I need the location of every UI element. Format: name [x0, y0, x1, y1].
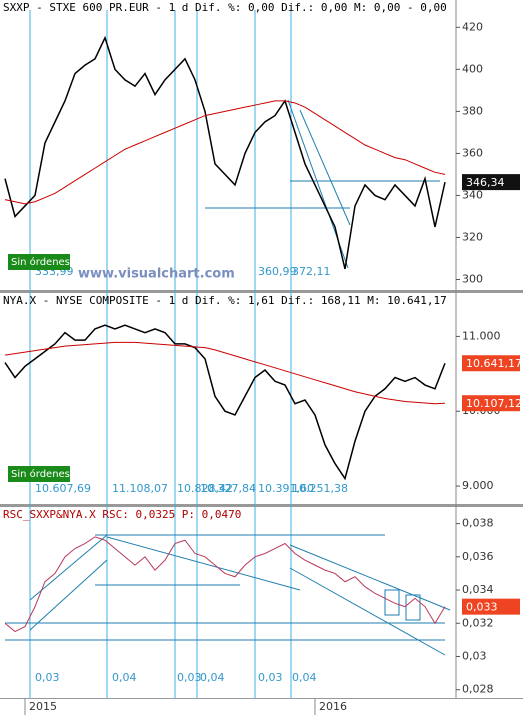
price-box [462, 395, 520, 412]
marker-label: 10.251,38 [292, 482, 348, 495]
marker-label: 10.391,60 [258, 482, 314, 495]
marker-label: 360,99 [258, 265, 297, 278]
y-tick-label: 0,038 [462, 517, 494, 530]
panel-title: RSC_SXXP&NYA.X RSC: 0,0325 P: 0,0470 [3, 508, 241, 521]
series-line [4, 341, 446, 405]
x-tick-label: 2015 [29, 700, 57, 713]
price-label: 0,033 [466, 601, 498, 614]
marker-label: 0,03 [35, 671, 60, 684]
y-tick-label: 380 [462, 104, 483, 117]
marker-label: 10.828,42 [177, 482, 233, 495]
y-tick-label: 360 [462, 146, 483, 159]
y-tick-label: 11.000 [462, 329, 501, 342]
marker-label: 0,03 [177, 671, 202, 684]
y-tick-label: 0,03 [462, 649, 487, 662]
series-line [4, 536, 446, 633]
marker-label: 10.327,84 [200, 482, 256, 495]
panel-title: SXXP - STXE 600 PR.EUR - 1 d Dif. %: 0,0… [3, 1, 447, 14]
panel-divider [0, 698, 523, 699]
marker-label: 10.607,69 [35, 482, 91, 495]
panel-title: NYA.X - NYSE COMPOSITE - 1 d Dif. %: 1,6… [3, 294, 447, 307]
panel-divider [0, 504, 523, 507]
y-tick-label: 0,032 [462, 616, 494, 629]
y-tick-label: 300 [462, 272, 483, 285]
y-tick-label: 340 [462, 188, 483, 201]
marker-label: 0,04 [112, 671, 137, 684]
y-tick-label: 9.000 [462, 479, 494, 492]
marker-label: 0,04 [200, 671, 225, 684]
y-tick-label: 320 [462, 230, 483, 243]
panel-divider [0, 290, 523, 293]
y-tick-label: 0,036 [462, 550, 494, 563]
status-label: Sin órdenes [11, 468, 70, 480]
price-label: 346,34 [466, 176, 505, 189]
marker-label: 372,11 [292, 265, 331, 278]
marker-label: 0,03 [258, 671, 283, 684]
series-line [4, 324, 446, 481]
series-line [4, 35, 446, 270]
marker-label: 0,04 [292, 671, 317, 684]
price-box [462, 355, 520, 372]
series-line [4, 100, 446, 205]
y-tick-label: 400 [462, 62, 483, 75]
y-tick-label: 0,028 [462, 683, 494, 696]
drawing-tools [5, 99, 451, 656]
status-box [8, 466, 70, 482]
status-label: Sin órdenes [11, 256, 70, 268]
price-box [462, 598, 520, 615]
status-box [8, 254, 70, 270]
y-tick-label: 0,034 [462, 583, 494, 596]
watermark: www.visualchart.com [78, 267, 235, 282]
price-label: 10.107,12 [466, 397, 522, 410]
y-tick-label: 420 [462, 20, 483, 33]
vertical-markers [29, 10, 292, 698]
marker-label: 11.108,07 [112, 482, 168, 495]
x-tick-label: 2016 [319, 700, 347, 713]
price-box [462, 174, 520, 191]
price-label: 10.641,17 [466, 357, 522, 370]
